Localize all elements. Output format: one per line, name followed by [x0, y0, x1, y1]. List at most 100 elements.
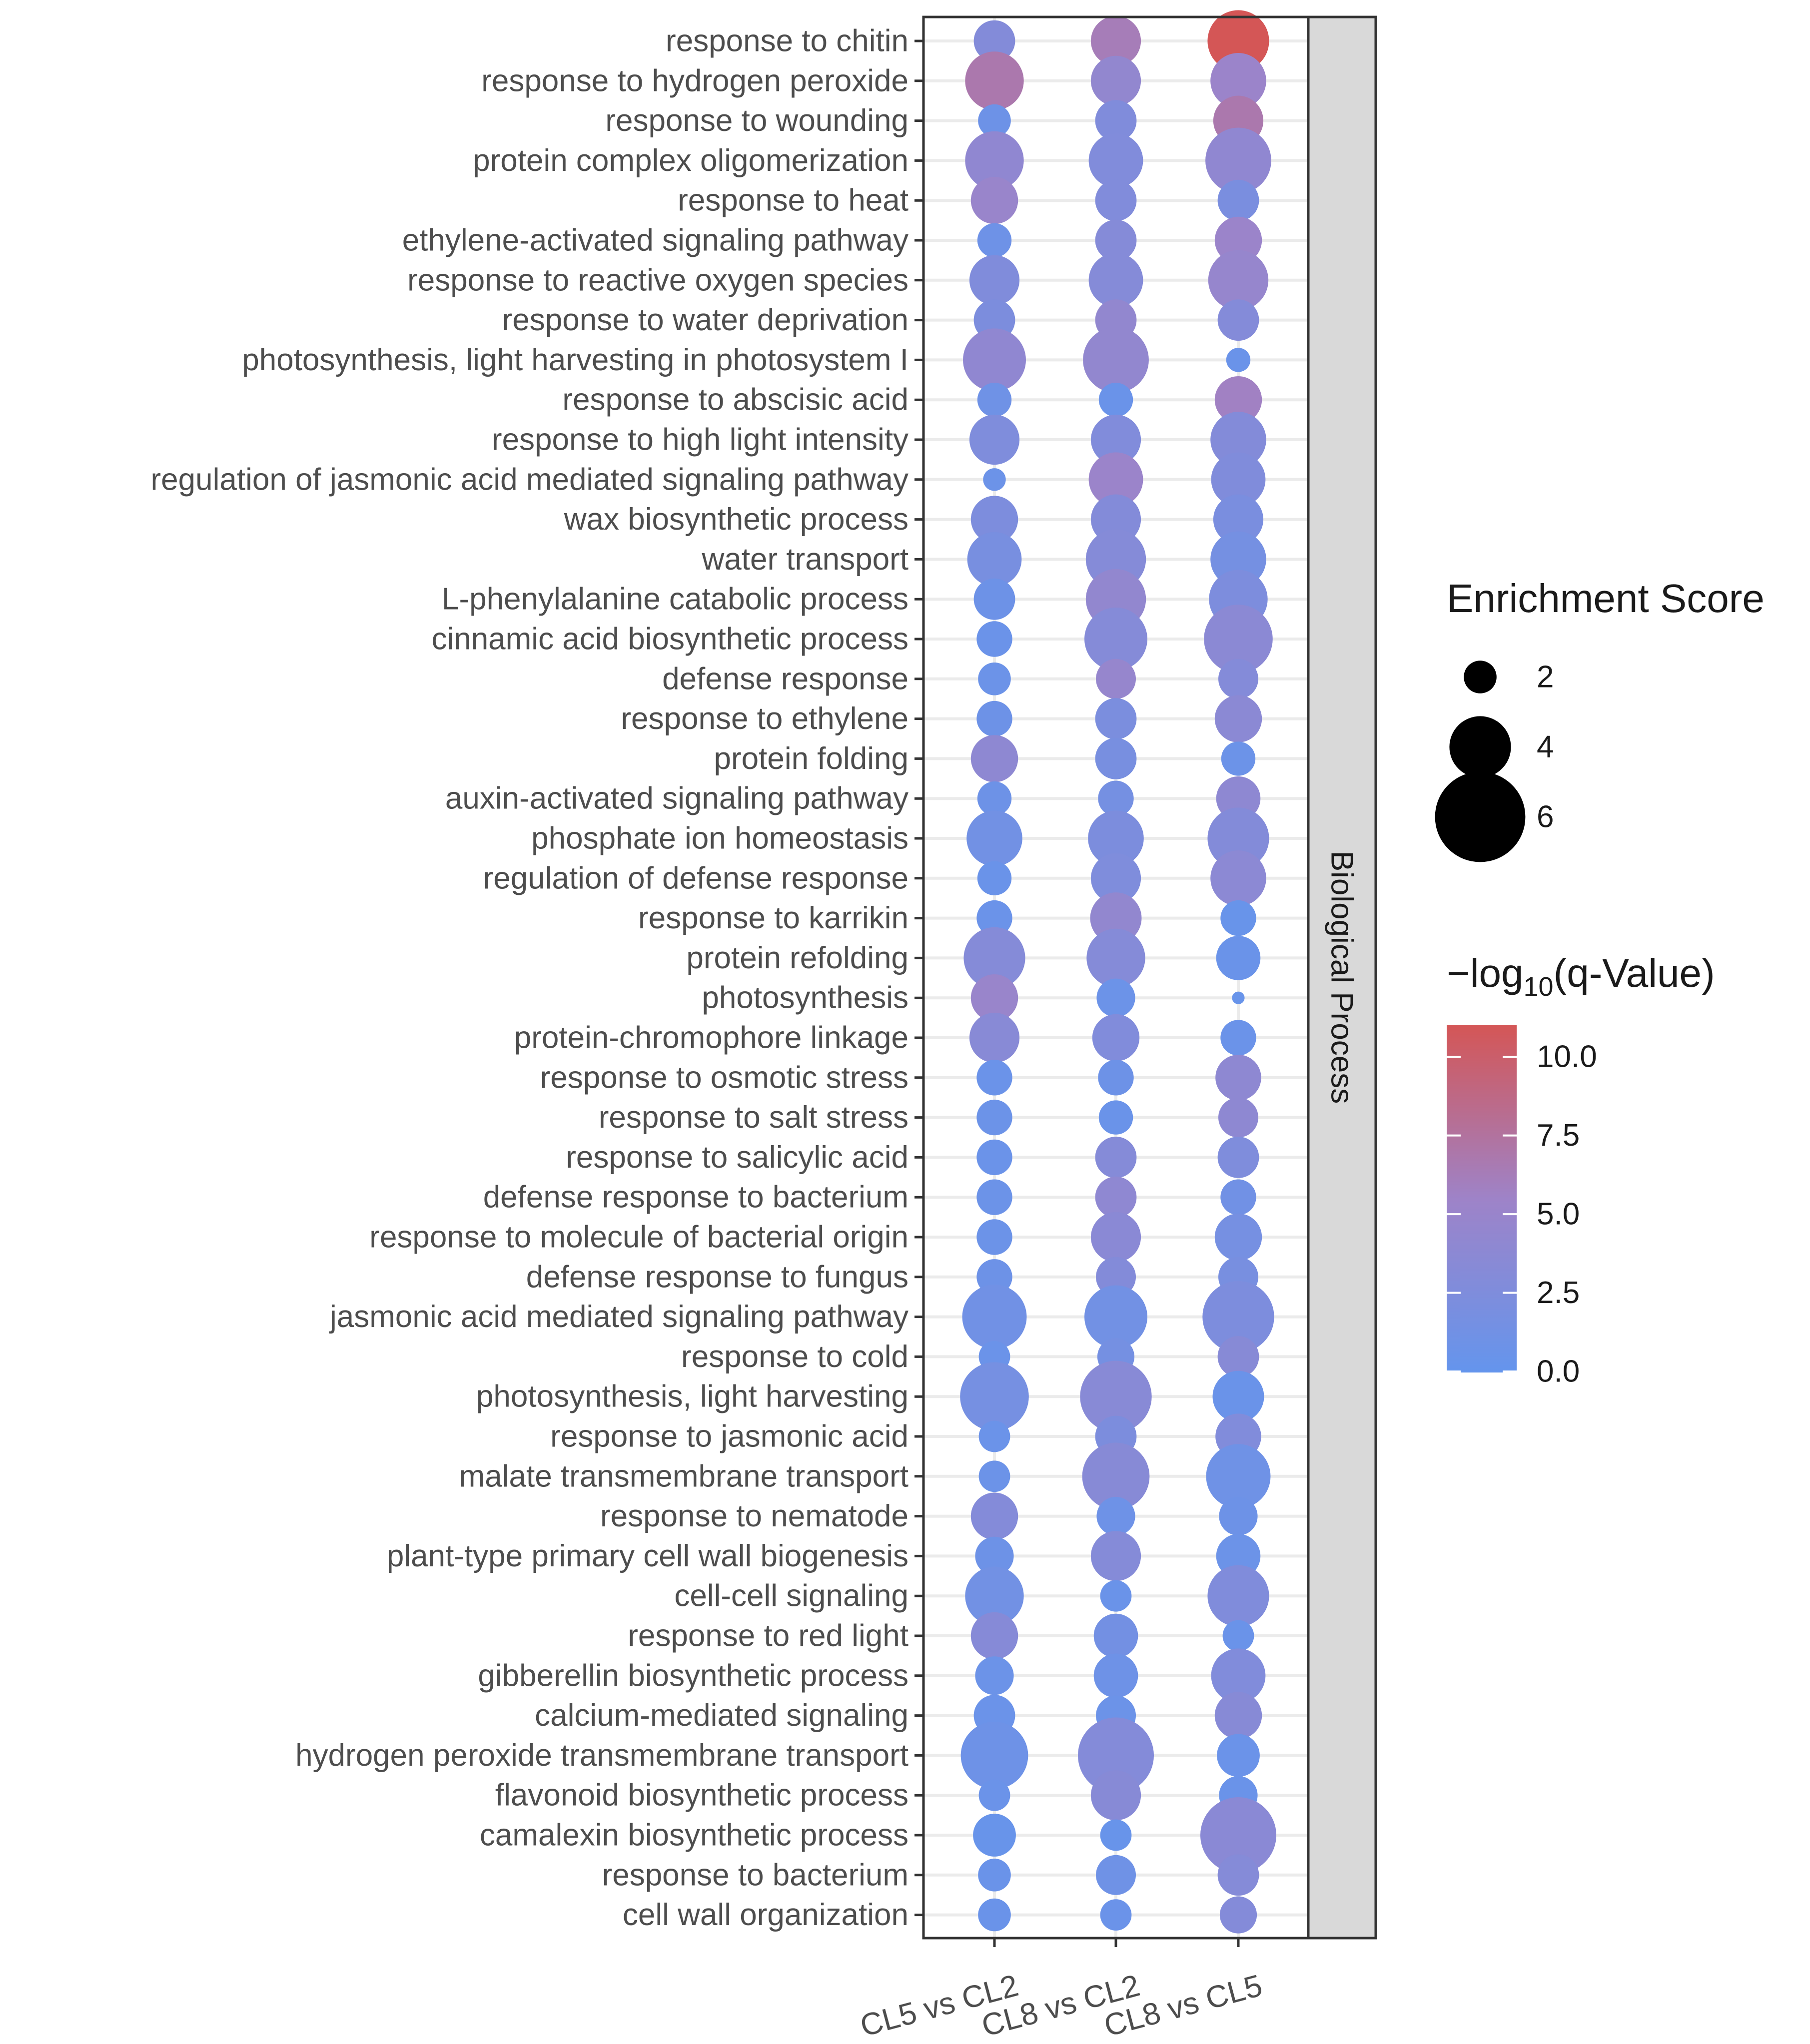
y-tick-label: defense response to bacterium: [483, 1180, 908, 1215]
data-point: [1216, 776, 1261, 821]
y-tick-label: response to heat: [678, 183, 908, 218]
size-legend-label: 6: [1537, 800, 1554, 834]
y-tick-label: response to karrikin: [638, 901, 908, 935]
data-point: [976, 1179, 1012, 1215]
data-point: [1098, 1100, 1133, 1135]
color-legend-label: 5.0: [1537, 1197, 1580, 1232]
data-point: [977, 861, 1012, 896]
y-tick-label: defense response to fungus: [526, 1260, 908, 1294]
data-point: [1220, 1020, 1256, 1056]
y-tick-label: plant-type primary cell wall biogenesis: [387, 1539, 908, 1573]
data-point: [973, 20, 1015, 62]
data-point: [1213, 494, 1264, 545]
y-tick-label: L-phenylalanine catabolic process: [442, 582, 908, 617]
y-tick-label: calcium-mediated signaling: [535, 1698, 908, 1733]
data-point: [1096, 1257, 1136, 1297]
y-tick-label: response to nematode: [600, 1499, 908, 1533]
y-tick-label: phosphate ion homeostasis: [531, 821, 908, 856]
y-tick-label: response to abscisic acid: [562, 383, 908, 417]
data-point: [1220, 900, 1256, 936]
data-point: [1202, 1281, 1274, 1353]
data-point: [1221, 741, 1256, 776]
data-point: [1217, 179, 1259, 221]
color-legend-label: 7.5: [1537, 1118, 1580, 1153]
data-point: [976, 900, 1012, 936]
y-tick-label: protein refolding: [686, 941, 908, 975]
data-point: [978, 1859, 1011, 1892]
data-point: [976, 1099, 1012, 1136]
data-point: [1100, 1819, 1132, 1851]
data-point: [966, 810, 1022, 866]
data-point: [969, 414, 1020, 465]
data-point: [976, 621, 1012, 657]
data-point: [969, 255, 1020, 305]
y-tick-label: flavonoid biosynthetic process: [495, 1778, 908, 1813]
y-tick-label: cell-cell signaling: [674, 1579, 908, 1613]
data-point: [1093, 1653, 1138, 1698]
data-point: [1098, 780, 1134, 816]
size-legend-title: Enrichment Score: [1447, 576, 1765, 621]
size-legend-label: 4: [1537, 730, 1554, 764]
data-point: [1084, 1285, 1147, 1349]
data-point: [1207, 807, 1269, 869]
data-point: [978, 1898, 1011, 1932]
y-tick-label: camalexin biosynthetic process: [480, 1818, 908, 1853]
data-point: [975, 1536, 1014, 1575]
data-point: [1090, 892, 1142, 944]
y-tick-label: ethylene-activated signaling pathway: [402, 223, 908, 258]
y-tick-label: response to molecule of bacterial origin: [369, 1220, 908, 1255]
data-point: [965, 131, 1024, 190]
facet-label: Biological Process: [1325, 851, 1359, 1104]
color-legend-title-suffix: (q-Value): [1554, 951, 1715, 995]
y-tick-label: response to red light: [628, 1619, 908, 1653]
data-point: [973, 1814, 1016, 1857]
data-point: [1211, 1648, 1266, 1703]
data-point: [983, 468, 1006, 491]
data-point: [970, 1612, 1018, 1660]
data-point: [970, 496, 1018, 543]
data-point: [1212, 1370, 1264, 1422]
data-point: [1098, 1060, 1134, 1096]
y-tick-label: auxin-activated signaling pathway: [445, 781, 908, 816]
data-point: [1095, 179, 1137, 221]
data-point: [1207, 1565, 1269, 1627]
color-bar: [1447, 1025, 1517, 1372]
data-point: [1088, 133, 1143, 188]
data-point: [1095, 698, 1137, 739]
data-point: [1090, 15, 1141, 66]
data-point: [1084, 608, 1147, 671]
size-legend-key: [1464, 661, 1497, 693]
data-point: [970, 1492, 1018, 1540]
data-point: [1090, 494, 1141, 545]
data-point: [1217, 1734, 1260, 1777]
y-tick-label: response to cold: [681, 1340, 908, 1374]
data-point: [1080, 1361, 1152, 1432]
y-tick-label: response to osmotic stress: [540, 1060, 908, 1095]
size-legend-key: [1449, 716, 1511, 778]
data-point: [1217, 1854, 1259, 1896]
y-tick-label: response to reactive oxygen species: [407, 263, 908, 297]
data-point: [975, 1656, 1014, 1695]
y-tick-label: defense response: [662, 662, 908, 696]
y-axis: response to chitin response to hydrogen p…: [151, 24, 923, 1932]
data-point: [1088, 253, 1143, 308]
data-point: [1210, 53, 1266, 109]
data-point: [1200, 1797, 1276, 1873]
data-point: [1098, 383, 1133, 417]
data-point: [976, 1219, 1012, 1255]
y-tick-label: gibberellin biosynthetic process: [478, 1658, 908, 1693]
data-point: [1095, 1137, 1137, 1178]
data-point: [1226, 348, 1251, 372]
y-tick-label: photosynthesis: [702, 981, 908, 1015]
data-point: [1211, 452, 1266, 507]
data-point: [1083, 327, 1149, 393]
y-tick-label: wax biosynthetic process: [564, 502, 908, 537]
y-tick-label: response to water deprivation: [502, 303, 908, 337]
data-point: [1096, 978, 1135, 1017]
data-point: [970, 177, 1018, 224]
data-point: [978, 1420, 1010, 1452]
data-point: [1210, 531, 1266, 588]
data-point: [1218, 659, 1258, 699]
y-tick-label: hydrogen peroxide transmembrane transpor…: [295, 1738, 908, 1773]
